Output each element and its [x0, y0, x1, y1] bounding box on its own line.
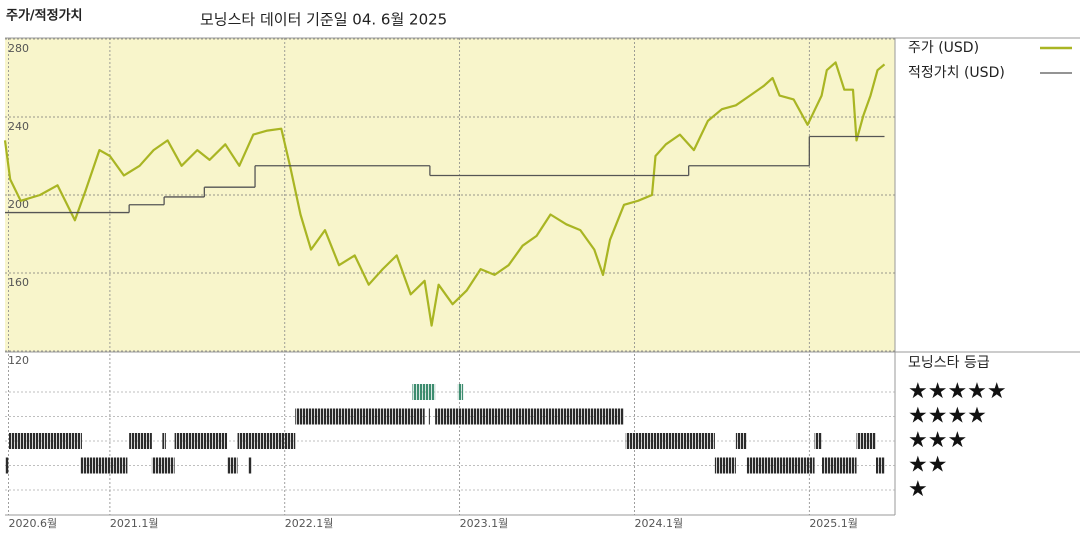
- rating-bar: [714, 457, 736, 474]
- chart-subtitle: 모닝스타 데이터 기준일 04. 6월 2025: [200, 11, 447, 29]
- y-tick-label: 280: [8, 42, 29, 55]
- rating-bar: [162, 433, 166, 449]
- rating-bar: [457, 384, 464, 400]
- rating-bar: [295, 408, 425, 425]
- x-tick-label: 2021.1월: [110, 517, 159, 530]
- rating-bar: [856, 433, 876, 449]
- rating-bar: [237, 433, 296, 449]
- y-tick-label: 160: [8, 276, 29, 289]
- rating-bar: [428, 408, 430, 425]
- x-tick-label: 2020.6월: [8, 517, 57, 530]
- x-tick-label: 2025.1월: [809, 517, 858, 530]
- rating-bar: [875, 457, 885, 474]
- price-line: [3, 61, 886, 327]
- chart-title: 주가/적정가치: [6, 8, 83, 24]
- rating-bar: [625, 433, 715, 449]
- rating-bar: [174, 433, 228, 449]
- y-tick-label: 120: [8, 354, 29, 367]
- rating-bar: [8, 433, 82, 449]
- rating-bar: [151, 457, 175, 474]
- rating-title: 모닝스타 등급: [908, 355, 990, 371]
- rating-bar: [435, 408, 624, 425]
- rating-bar: [80, 457, 128, 474]
- rating-bar: [735, 433, 747, 449]
- rating-bar: [129, 433, 152, 449]
- x-tick-label: 2022.1월: [285, 517, 334, 530]
- legend-label: 주가 (USD): [908, 40, 979, 56]
- y-tick-label: 240: [8, 120, 29, 133]
- x-tick-label: 2023.1월: [460, 517, 509, 530]
- rating-bar: [412, 384, 436, 400]
- rating-bar: [5, 457, 9, 474]
- rating-bar: [227, 457, 238, 474]
- rating-bar: [248, 457, 252, 474]
- rating-bar: [746, 457, 815, 474]
- rating-bar: [814, 433, 822, 449]
- rating-label: ★★★★★: [908, 379, 1007, 404]
- rating-label: ★★★★: [908, 404, 987, 429]
- y-tick-label: 200: [8, 198, 29, 211]
- rating-label: ★: [908, 477, 928, 502]
- x-tick-label: 2024.1월: [634, 517, 683, 530]
- rating-bar: [821, 457, 857, 474]
- rating-label: ★★: [908, 453, 947, 478]
- rating-label: ★★★: [908, 428, 967, 453]
- legend-label: 적정가치 (USD): [908, 65, 1005, 81]
